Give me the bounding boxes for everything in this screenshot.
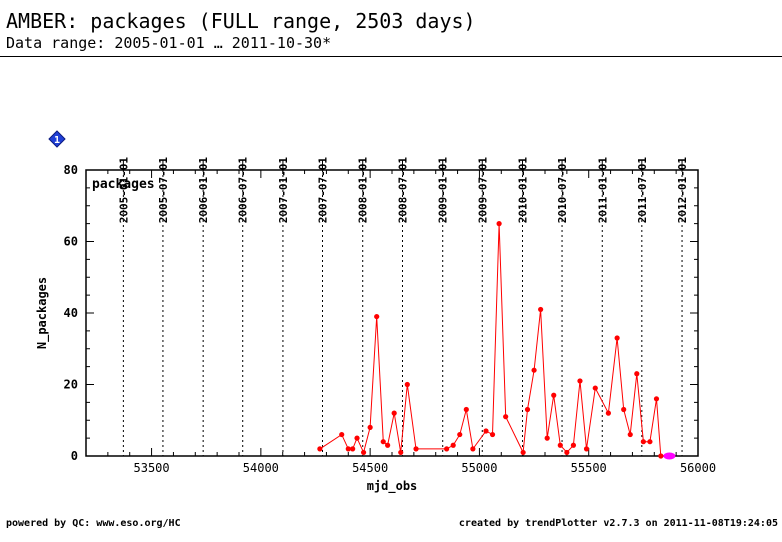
date-tick-label: 2007-01-01 — [277, 157, 290, 224]
info-marker-label: 1 — [54, 135, 60, 146]
data-point — [557, 442, 563, 448]
data-point — [592, 385, 598, 391]
date-tick-label: 2005-01-01 — [117, 157, 130, 224]
x-tick-label: 54500 — [352, 461, 388, 475]
data-point — [450, 442, 456, 448]
data-point — [658, 453, 664, 459]
y-tick-label: 60 — [64, 235, 78, 249]
date-tick-label: 2009-07-01 — [476, 157, 489, 224]
data-point — [380, 439, 386, 445]
date-tick-label: 2006-01-01 — [197, 157, 210, 224]
data-point — [524, 406, 531, 413]
data-point — [489, 431, 496, 438]
date-tick-label: 2005-07-01 — [157, 157, 170, 224]
data-point — [647, 439, 653, 445]
packages-series — [317, 221, 676, 460]
data-point — [367, 424, 373, 430]
header-divider — [0, 56, 782, 57]
date-tick-label: 2008-01-01 — [357, 157, 370, 224]
date-tick-label: 2011-01-01 — [596, 157, 609, 224]
data-point — [483, 428, 489, 434]
data-range-subtitle: Data range: 2005-01-01 … 2011-10-30* — [6, 34, 332, 52]
data-point — [345, 446, 351, 452]
data-point — [317, 446, 323, 452]
data-point — [653, 396, 660, 402]
data-point — [385, 442, 391, 448]
y-tick-label: 20 — [64, 378, 78, 392]
data-point — [354, 435, 360, 441]
data-point — [640, 439, 646, 445]
data-point — [520, 449, 526, 456]
data-point — [577, 378, 583, 384]
date-tick-label: 2011-07-01 — [636, 157, 649, 224]
page-title: AMBER: packages (FULL range, 2503 days) — [6, 9, 476, 33]
data-point — [470, 446, 476, 452]
latest-point-highlight — [663, 452, 676, 460]
data-point — [457, 431, 463, 438]
data-point — [551, 392, 557, 398]
data-point — [538, 306, 544, 313]
powered-by-text: powered by QC: www.eso.org/HC — [6, 518, 181, 529]
data-point — [583, 446, 590, 452]
y-axis-label: N_packages — [35, 277, 50, 349]
date-grid-lines — [122, 160, 683, 456]
date-tick-label: 2008-07-01 — [396, 157, 409, 224]
date-tick-label: 2012-01-01 — [676, 157, 689, 224]
data-point — [444, 446, 450, 452]
y-tick-label: 0 — [71, 449, 78, 463]
date-tick-labels: 2005-01-01 2005-07-01 2006-01-01 2006-07-01… — [117, 157, 689, 224]
data-point — [564, 449, 570, 456]
date-tick-label: 2006-07-01 — [237, 157, 250, 224]
data-point — [496, 221, 502, 227]
data-point — [605, 410, 611, 416]
data-point — [398, 449, 404, 456]
data-point — [350, 446, 356, 452]
date-tick-label: 2010-01-01 — [516, 157, 529, 224]
data-point — [570, 442, 577, 448]
data-point — [463, 406, 469, 413]
date-tick-label: 2010-07-01 — [556, 157, 569, 224]
data-point — [413, 446, 419, 452]
data-point — [614, 335, 620, 341]
date-tick-label: 2009-01-01 — [437, 157, 450, 224]
x-tick-label: 56000 — [680, 461, 716, 475]
x-tick-label: 55000 — [461, 461, 497, 475]
info-marker-icon[interactable]: 1 — [48, 130, 66, 148]
data-point — [503, 414, 509, 420]
data-point — [360, 449, 367, 456]
axis-ticks: 53500 54000 54500 55000 55500 56000 0 20 40 60 80 — [64, 163, 717, 475]
data-point — [531, 367, 537, 373]
date-tick-label: 2007-07-01 — [316, 157, 329, 224]
y-tick-label: 80 — [64, 163, 78, 177]
data-point — [627, 431, 633, 438]
panel-label: packages — [92, 177, 155, 192]
data-point — [391, 410, 397, 416]
data-point — [621, 406, 627, 413]
data-point — [339, 431, 345, 438]
x-axis-label: mjd_obs — [367, 479, 418, 494]
x-tick-label: 53500 — [134, 461, 170, 475]
created-by-text: created by trendPlotter v2.7.3 on 2011-1… — [458, 518, 778, 529]
x-tick-label: 55500 — [571, 461, 607, 475]
y-tick-label: 40 — [64, 306, 78, 320]
data-point — [634, 371, 640, 377]
data-point — [374, 313, 380, 320]
data-point — [544, 435, 550, 441]
x-tick-label: 54000 — [243, 461, 279, 475]
data-point — [404, 381, 410, 388]
